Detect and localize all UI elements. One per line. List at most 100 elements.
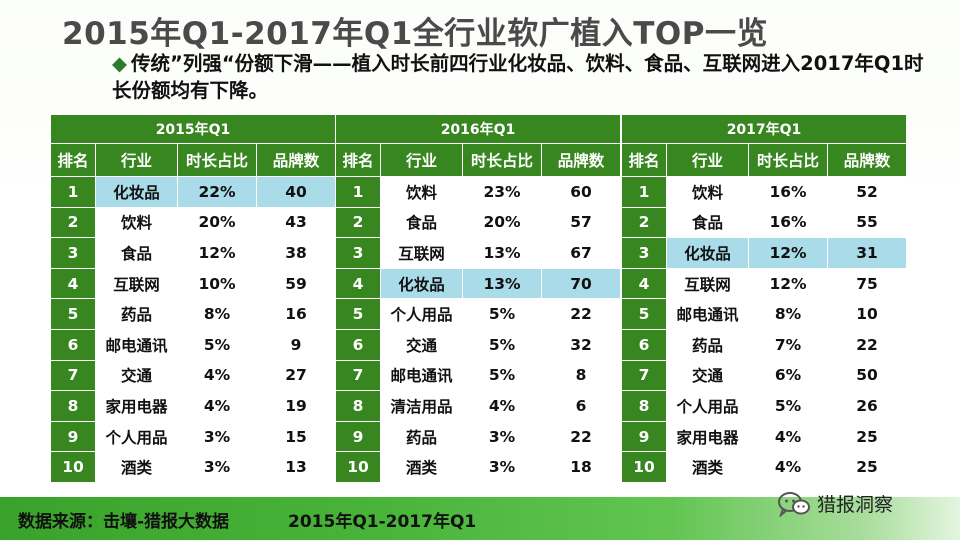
cell-brands: 27	[256, 359, 336, 392]
page-title: 2015年Q1-2017年Q1全行业软广植入TOP一览	[62, 16, 768, 52]
table-2016q1-container: 2016年Q1 排名 行业 时长占比 品牌数 1 饮料 23% 60 2 食品 20% 57 3 互联网 13…	[335, 114, 621, 483]
ranking-table: 2016年Q1 排名 行业 时长占比 品牌数 1 饮料 23% 60 2 食品 20% 57 3 互联网 13…	[335, 114, 621, 483]
table-row: 2 食品 16% 55	[621, 206, 907, 239]
table-row: 7 邮电通讯 5% 8	[335, 359, 621, 392]
cell-share: 5%	[462, 359, 542, 392]
header-rank: 排名	[335, 143, 381, 177]
ranking-table: 2017年Q1 排名 行业 时长占比 品牌数 1 饮料 16% 52 2 食品 16% 55 3 化妆品 12…	[621, 114, 907, 483]
table-row: 8 个人用品 5% 26	[621, 390, 907, 422]
cell-industry: 药品	[666, 328, 749, 361]
cell-brands: 25	[827, 451, 907, 483]
cell-brands: 6	[541, 390, 621, 422]
cell-industry: 邮电通讯	[95, 328, 178, 361]
table-row: 1 化妆品 22% 40	[50, 176, 336, 208]
cell-industry: 互联网	[380, 237, 463, 269]
ranking-table: 2015年Q1 排名 行业 时长占比 品牌数 1 化妆品 22% 40 2 饮料 20% 43 3 食品 12…	[50, 114, 336, 483]
cell-share: 8%	[748, 298, 828, 330]
table-row: 2 食品 20% 57	[335, 206, 621, 239]
table-row: 7 交通 6% 50	[621, 359, 907, 392]
cell-share: 23%	[462, 176, 542, 208]
cell-share: 5%	[462, 298, 542, 330]
brand-watermark: 猎报洞察	[777, 490, 893, 517]
cell-share: 12%	[748, 237, 828, 269]
table-row: 4 化妆品 13% 70	[335, 267, 621, 300]
cell-brands: 9	[256, 328, 336, 361]
cell-rank: 9	[335, 420, 381, 453]
wechat-icon	[778, 491, 810, 517]
cell-brands: 75	[827, 267, 907, 300]
table-2017q1-container: 2017年Q1 排名 行业 时长占比 品牌数 1 饮料 16% 52 2 食品 16% 55 3 化妆品 12…	[621, 114, 907, 483]
cell-industry: 家用电器	[666, 420, 749, 453]
cell-rank: 4	[50, 267, 96, 300]
cell-industry: 交通	[380, 328, 463, 361]
cell-rank: 1	[335, 176, 381, 208]
table-row: 8 清洁用品 4% 6	[335, 390, 621, 422]
table-row: 3 食品 12% 38	[50, 237, 336, 269]
cell-brands: 10	[827, 298, 907, 330]
cell-industry: 食品	[666, 206, 749, 239]
table-row: 3 化妆品 12% 31	[621, 237, 907, 269]
table-year-header: 2017年Q1	[621, 114, 907, 144]
cell-share: 16%	[748, 176, 828, 208]
bullet-diamond-icon: ◆	[112, 52, 127, 75]
cell-share: 6%	[748, 359, 828, 392]
cell-brands: 55	[827, 206, 907, 239]
cell-brands: 38	[256, 237, 336, 269]
header-share: 时长占比	[748, 143, 828, 177]
cell-industry: 邮电通讯	[666, 298, 749, 330]
cell-share: 16%	[748, 206, 828, 239]
cell-brands: 52	[827, 176, 907, 208]
cell-share: 5%	[748, 390, 828, 422]
table-row: 5 个人用品 5% 22	[335, 298, 621, 330]
cell-rank: 4	[335, 267, 381, 300]
cell-brands: 43	[256, 206, 336, 239]
header-industry: 行业	[95, 143, 178, 177]
cell-brands: 67	[541, 237, 621, 269]
header-share: 时长占比	[462, 143, 542, 177]
cell-brands: 22	[827, 328, 907, 361]
cell-brands: 18	[541, 451, 621, 483]
cell-share: 3%	[462, 420, 542, 453]
cell-brands: 8	[541, 359, 621, 392]
cell-rank: 5	[50, 298, 96, 330]
cell-rank: 8	[335, 390, 381, 422]
cell-share: 4%	[462, 390, 542, 422]
cell-rank: 8	[50, 390, 96, 422]
header-share: 时长占比	[177, 143, 257, 177]
subtitle-text: 传统”列强“份额下滑——植入时长前四行业化妆品、饮料、食品、互联网进入2017年…	[112, 52, 924, 102]
table-row: 6 邮电通讯 5% 9	[50, 328, 336, 361]
cell-share: 3%	[177, 420, 257, 453]
data-period: 2015年Q1-2017年Q1	[288, 512, 477, 532]
cell-rank: 7	[621, 359, 667, 392]
table-row: 7 交通 4% 27	[50, 359, 336, 392]
cell-rank: 5	[621, 298, 667, 330]
cell-industry: 化妆品	[95, 176, 178, 208]
cell-industry: 交通	[95, 359, 178, 392]
table-row: 2 饮料 20% 43	[50, 206, 336, 239]
cell-rank: 10	[335, 451, 381, 483]
cell-brands: 70	[541, 267, 621, 300]
cell-rank: 2	[50, 206, 96, 239]
brand-name: 猎报洞察	[817, 494, 894, 516]
cell-brands: 25	[827, 420, 907, 453]
cell-industry: 酒类	[95, 451, 178, 483]
cell-brands: 40	[256, 176, 336, 208]
cell-industry: 交通	[666, 359, 749, 392]
header-brands: 品牌数	[256, 143, 336, 177]
table-row: 9 药品 3% 22	[335, 420, 621, 453]
cell-brands: 13	[256, 451, 336, 483]
table-row: 1 饮料 23% 60	[335, 176, 621, 208]
cell-rank: 7	[335, 359, 381, 392]
cell-industry: 食品	[95, 237, 178, 269]
cell-brands: 16	[256, 298, 336, 330]
cell-industry: 个人用品	[95, 420, 178, 453]
cell-share: 3%	[462, 451, 542, 483]
cell-brands: 32	[541, 328, 621, 361]
table-row: 4 互联网 10% 59	[50, 267, 336, 300]
header-brands: 品牌数	[541, 143, 621, 177]
cell-brands: 22	[541, 298, 621, 330]
table-row: 10 酒类 3% 18	[335, 451, 621, 483]
cell-share: 4%	[177, 390, 257, 422]
header-rank: 排名	[50, 143, 96, 177]
cell-share: 4%	[748, 451, 828, 483]
